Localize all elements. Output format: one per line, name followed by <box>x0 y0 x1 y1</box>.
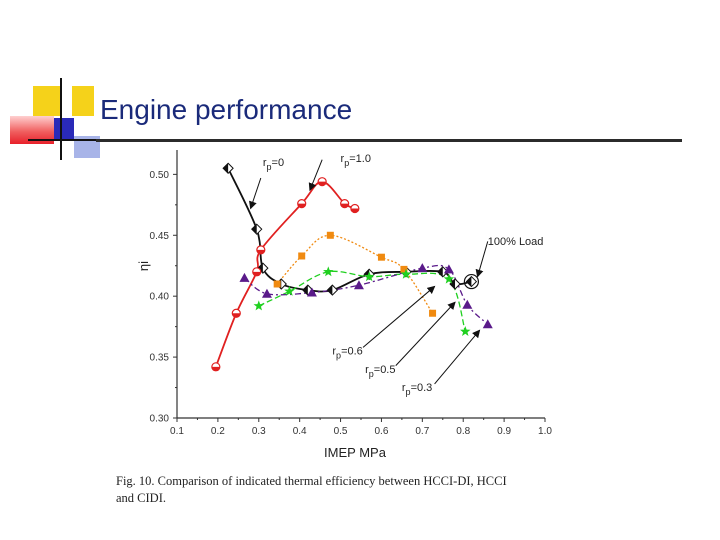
data-point-rp03 <box>417 263 428 273</box>
data-point-rp10 <box>350 203 360 214</box>
data-point-rp10 <box>297 199 307 209</box>
deco-yellow-square <box>33 86 61 116</box>
slide-title: Engine performance <box>100 94 353 125</box>
annotation-arrow <box>362 285 436 348</box>
data-point-rp03 <box>261 288 272 298</box>
x-tick-label: 0.1 <box>170 426 184 437</box>
data-point-rp03 <box>462 299 473 309</box>
deco-yellow-square-2 <box>72 86 94 116</box>
y-tick-label: 0.35 <box>150 353 170 364</box>
data-point-cidi <box>465 275 478 288</box>
annotation-label: rp=0.5 <box>365 364 395 379</box>
data-point-rp05 <box>253 300 265 311</box>
x-tick-label: 0.8 <box>456 426 470 437</box>
x-tick-label: 0.9 <box>497 426 511 437</box>
data-point-rp05 <box>460 326 471 336</box>
data-point-rp03 <box>239 272 250 282</box>
x-tick-label: 0.3 <box>252 426 266 437</box>
data-point-rp10 <box>252 267 262 277</box>
data-point-cidi <box>257 262 269 274</box>
series-markers <box>211 162 493 372</box>
y-tick-label: 0.40 <box>150 292 170 303</box>
deco-blue-square <box>54 118 74 140</box>
deco-horizontal-line <box>28 139 96 141</box>
annotation-label: rp=1.0 <box>341 153 371 168</box>
x-tick-label: 1.0 <box>538 426 552 437</box>
data-point-rp06 <box>429 309 437 317</box>
data-point-rp10 <box>211 362 221 372</box>
annotation-arrow <box>308 159 323 192</box>
data-point-rp03 <box>443 264 454 274</box>
annotation-label: rp=0.3 <box>402 382 432 397</box>
data-point-rp10 <box>340 199 350 209</box>
data-point-rp03 <box>482 319 493 329</box>
data-point-rp10 <box>317 177 327 187</box>
data-point-rp05 <box>443 273 455 284</box>
annotation-arrow <box>475 241 489 278</box>
data-point-cidi <box>251 223 263 235</box>
title-underline <box>96 139 682 142</box>
caption-line-2: and CIDI. <box>116 491 166 505</box>
x-tick-label: 0.2 <box>211 426 225 437</box>
data-point-rp06 <box>273 280 281 288</box>
data-point-rp05 <box>284 285 295 296</box>
full-load-marker <box>463 273 479 290</box>
y-tick-label: 0.50 <box>150 170 170 181</box>
annotation-arrow <box>249 177 262 210</box>
x-axis-title: IMEP MPa <box>324 445 387 460</box>
annotation-arrow <box>434 329 481 385</box>
annotation-arrows <box>249 159 489 385</box>
y-tick-label: 0.45 <box>150 231 170 242</box>
data-point-cidi <box>222 162 234 174</box>
data-point-rp05 <box>363 271 375 282</box>
data-point-rp05 <box>323 266 334 277</box>
data-point-rp06 <box>298 252 306 260</box>
x-tick-label: 0.5 <box>334 426 348 437</box>
annotation-label: rp=0.6 <box>332 346 362 361</box>
x-tick-label: 0.4 <box>293 426 307 437</box>
annotation-label: 100% Load <box>488 236 544 248</box>
data-point-rp06 <box>377 253 385 261</box>
annotation-arrow <box>395 301 456 366</box>
data-point-rp10 <box>256 245 266 255</box>
data-point-rp03 <box>306 287 317 297</box>
data-point-rp10 <box>231 308 241 318</box>
series-line-rp05 <box>258 270 466 332</box>
deco-vertical-line <box>60 78 62 160</box>
data-point-rp03 <box>353 280 364 290</box>
series-line-rp03 <box>244 264 489 325</box>
annotations: rp=0 rp=1.0 100% Load rp=0.6rp=0.5 rp=0.3 <box>263 153 544 397</box>
data-point-rp05 <box>400 268 412 279</box>
data-point-rp06 <box>400 265 408 273</box>
y-axis-title: ηi <box>136 261 151 271</box>
x-tick-label: 0.7 <box>415 426 429 437</box>
x-tick-label: 0.6 <box>374 426 388 437</box>
deco-lightblue-square <box>74 136 100 158</box>
data-point-rp06 <box>326 231 334 239</box>
annotation-label: rp=0 <box>263 157 284 172</box>
caption-line-1: Fig. 10. Comparison of indicated thermal… <box>116 474 507 488</box>
y-tick-label: 0.30 <box>150 414 170 425</box>
figure-caption: Fig. 10. Comparison of indicated thermal… <box>116 473 566 507</box>
data-point-cidi <box>326 284 339 296</box>
chart-axes: 0.1 0.2 0.3 0.4 0.5 0.6 0.7 0.8 0.9 1.0 0.30 0.35 0.… <box>136 150 552 460</box>
